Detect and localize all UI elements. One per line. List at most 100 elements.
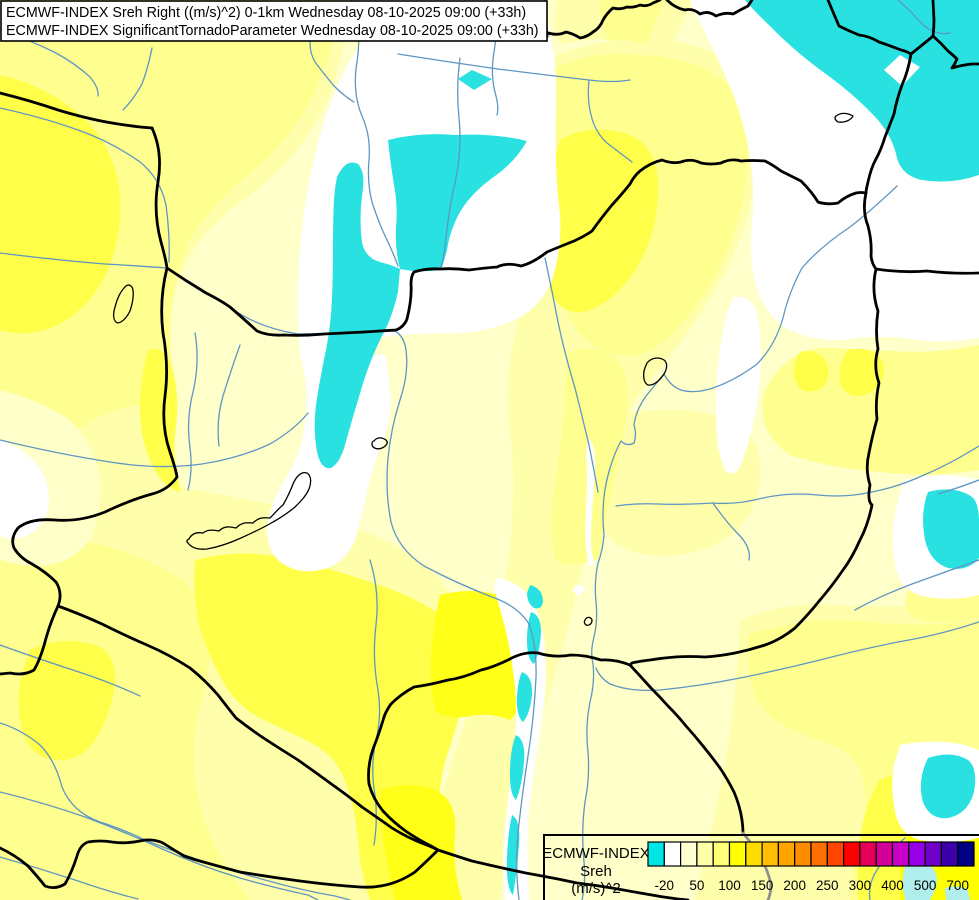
- legend-tick-label: 400: [881, 878, 904, 893]
- island-top-right: [834, 112, 854, 123]
- river-sava-1: [0, 791, 319, 900]
- border-ua-north: [931, 0, 979, 70]
- lakes: [112, 112, 854, 626]
- legend-color-cell: [810, 841, 828, 867]
- border-si-hr: [56, 604, 440, 852]
- lake-neusiedl: [112, 284, 134, 324]
- legend-tick-label: 200: [783, 878, 806, 893]
- river-maros: [595, 621, 979, 692]
- river-right-3: [854, 559, 979, 611]
- bright-patch-right-2: [839, 348, 885, 396]
- small-ring-center: [583, 616, 593, 626]
- pale-cyan-bottom-b: [945, 886, 970, 900]
- legend-tick-label: 250: [816, 878, 839, 893]
- white-sliver-center: [585, 438, 596, 566]
- river-tisza: [581, 185, 898, 900]
- cyan-central-body: [388, 134, 527, 272]
- legend-tick-label: -20: [655, 878, 675, 893]
- river-slovakia-ew: [397, 53, 631, 83]
- border-sk-top-1: [546, 0, 662, 40]
- lake-velence: [371, 437, 388, 450]
- white-right-pocket: [715, 296, 761, 474]
- legend-color-cell: [777, 841, 796, 867]
- legend-color-cell: [924, 841, 942, 867]
- cyan-strip-d: [509, 735, 525, 800]
- cyan-strip-b: [527, 612, 541, 664]
- river-koros-branch: [712, 502, 750, 561]
- legend-color-cell: [647, 841, 665, 867]
- border-ro-east: [874, 267, 979, 275]
- legend-tick-label: 150: [751, 878, 774, 893]
- legend-frame: [543, 834, 979, 900]
- legend-color-cell: [940, 841, 959, 867]
- border-sk-top-2: [665, 0, 754, 18]
- brightest-core-bottom-center: [430, 591, 529, 720]
- river-vah: [351, 0, 399, 267]
- legend-color-cell: [957, 841, 975, 867]
- title-box-frame: [0, 0, 548, 42]
- legend-color-cell: [842, 841, 861, 867]
- border-cz-at: [0, 91, 154, 130]
- bright-core-lower-left-small: [18, 641, 115, 761]
- border-hu-sk: [165, 158, 868, 337]
- legend-unit: (m/s)^2: [571, 880, 621, 897]
- cyan-right-blob1: [923, 489, 979, 569]
- legend-tick-label: 50: [689, 878, 704, 893]
- river-top-left-2: [122, 47, 153, 111]
- legend-color-cell: [745, 841, 763, 867]
- title-line-2: ECMWF-INDEX SignificantTornadoParameter …: [6, 23, 539, 39]
- legend-tick-label: 100: [718, 878, 741, 893]
- cyan-central-tail: [314, 162, 400, 469]
- legend-color-cell: [859, 841, 877, 867]
- border-hu-rs: [382, 651, 632, 719]
- pale-region-center-right: [591, 409, 761, 557]
- river-slovakia-branch: [587, 79, 633, 163]
- legend-color-cell: [794, 841, 812, 867]
- bright-core-top-left: [0, 75, 121, 333]
- border-drava-west: [0, 838, 440, 889]
- river-drava: [0, 722, 351, 900]
- white-left-edge-sliver: [0, 440, 49, 539]
- cyan-strip-c: [516, 672, 533, 722]
- river-morava: [0, 107, 170, 263]
- legend-tick-label: 700: [946, 878, 969, 893]
- border-hu-ro: [628, 267, 881, 667]
- white-diamond-small: [572, 584, 586, 596]
- river-upper-tisza: [897, 0, 951, 35]
- river-raba: [0, 412, 309, 468]
- river-koros: [615, 445, 979, 507]
- legend-parameter: Sreh: [580, 863, 612, 880]
- cyan-strip-e: [506, 815, 520, 895]
- legend-color-cell: [679, 841, 698, 867]
- legend-color-cell: [875, 841, 894, 867]
- legend-color-cell: [712, 841, 731, 867]
- legend-tick-label: 300: [849, 878, 872, 893]
- legend-color-cell: [728, 841, 747, 867]
- legend: ECMWF-INDEX Sreh (m/s)^2 -20 50 100 150 200 2…: [542, 834, 979, 900]
- legend-color-cell: [891, 841, 910, 867]
- legend-tick-labels: -20 50 100 150 200 250 300 400 500 700: [655, 878, 969, 893]
- pale-cyan-bottom-a: [902, 863, 938, 900]
- white-diamond-in-cyan: [884, 55, 920, 86]
- legend-tick-label: 500: [914, 878, 937, 893]
- river-mura: [0, 644, 141, 697]
- legend-title: ECMWF-INDEX: [542, 845, 650, 862]
- lake-tisza: [642, 357, 668, 386]
- river-zala-2: [217, 344, 241, 447]
- river-zagyva: [544, 257, 599, 493]
- border-hu-hr-south: [367, 715, 440, 852]
- title-line-1: ECMWF-INDEX Sreh Right ((m/s)^2) 0-1km W…: [6, 5, 526, 21]
- river-zala-1: [187, 332, 198, 491]
- river-hron: [440, 57, 461, 268]
- cyan-diamond-top: [458, 70, 492, 90]
- lake-balaton: [186, 471, 312, 550]
- bright-patch-right-1: [793, 351, 829, 392]
- border-rs-ro: [628, 663, 745, 835]
- legend-color-cell: [696, 841, 714, 867]
- sreh-bright-yellow-regions: [0, 75, 979, 900]
- medium-region-left-bottom: [0, 535, 250, 900]
